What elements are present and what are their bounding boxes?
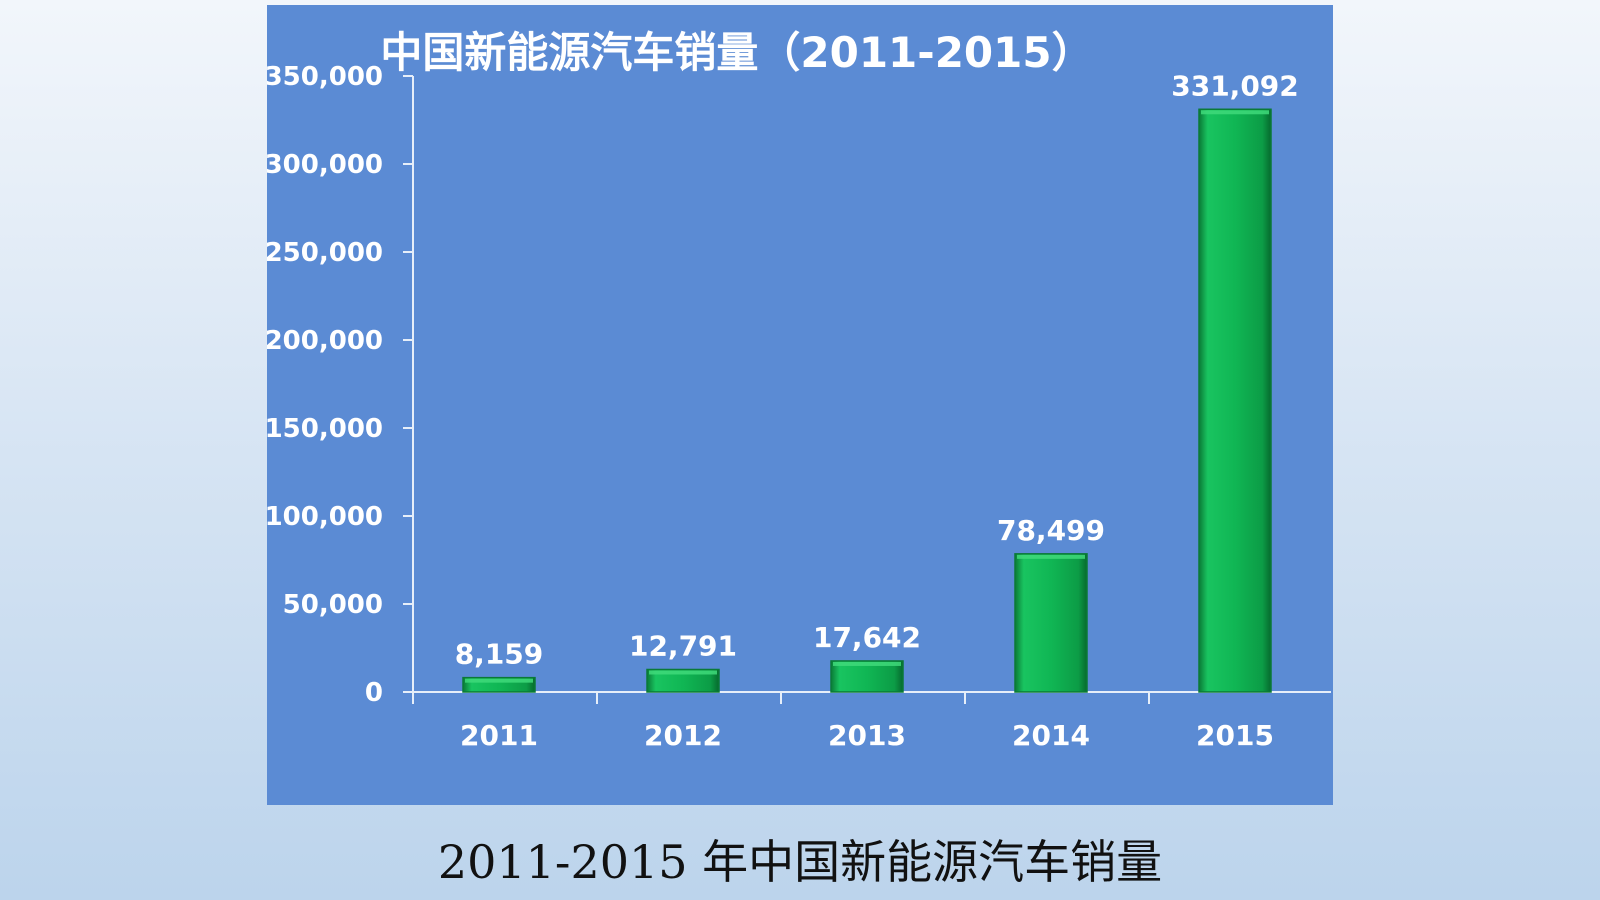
value-label-2014: 78,499 (997, 514, 1105, 547)
value-label-2011: 8,159 (455, 638, 544, 671)
y-tick-label: 200,000 (267, 326, 383, 356)
bars (462, 108, 1272, 693)
bar-2012 (646, 668, 720, 693)
y-tick-label: 350,000 (267, 62, 383, 92)
value-label-2012: 12,791 (629, 629, 737, 662)
bar-highlight (1017, 554, 1085, 559)
y-tick-label: 50,000 (283, 590, 383, 620)
figure-caption: 2011-2015 年中国新能源汽车销量 (437, 835, 1163, 889)
x-tick-label: 2011 (460, 719, 538, 752)
x-tick-label: 2015 (1196, 719, 1274, 752)
bar-2015 (1198, 108, 1272, 693)
x-tick-label: 2012 (644, 719, 722, 752)
x-tick-label: 2014 (1012, 719, 1090, 752)
bar-highlight (833, 661, 901, 666)
y-tick-label: 150,000 (267, 414, 383, 444)
value-label-2013: 17,642 (813, 621, 921, 654)
y-tick-label: 250,000 (267, 238, 383, 268)
bar-highlight (1201, 110, 1269, 115)
data-labels: 2011 8,159 2012 12,791 2013 17,642 2014 78,499 2… (455, 69, 1299, 752)
chart-title: 中国新能源汽车销量（2011-2015） (380, 28, 1093, 77)
bar-2013 (830, 660, 904, 693)
x-tick-label: 2013 (828, 719, 906, 752)
y-tick-label: 0 (365, 678, 383, 708)
axes: 0 50,000 100,000 150,000 200,000 250,000 300,0… (267, 62, 1331, 708)
value-label-2015: 331,092 (1171, 69, 1299, 102)
chart-panel: 中国新能源汽车销量（2011-2015） 0 50,000 100,000 150,0… (267, 5, 1333, 805)
bar-highlight (649, 670, 717, 675)
y-tick-label: 100,000 (267, 502, 383, 532)
bar-highlight (465, 678, 533, 683)
bar-2014 (1014, 553, 1088, 693)
bar-chart: 中国新能源汽车销量（2011-2015） 0 50,000 100,000 150,0… (267, 28, 1331, 752)
y-tick-label: 300,000 (267, 150, 383, 180)
